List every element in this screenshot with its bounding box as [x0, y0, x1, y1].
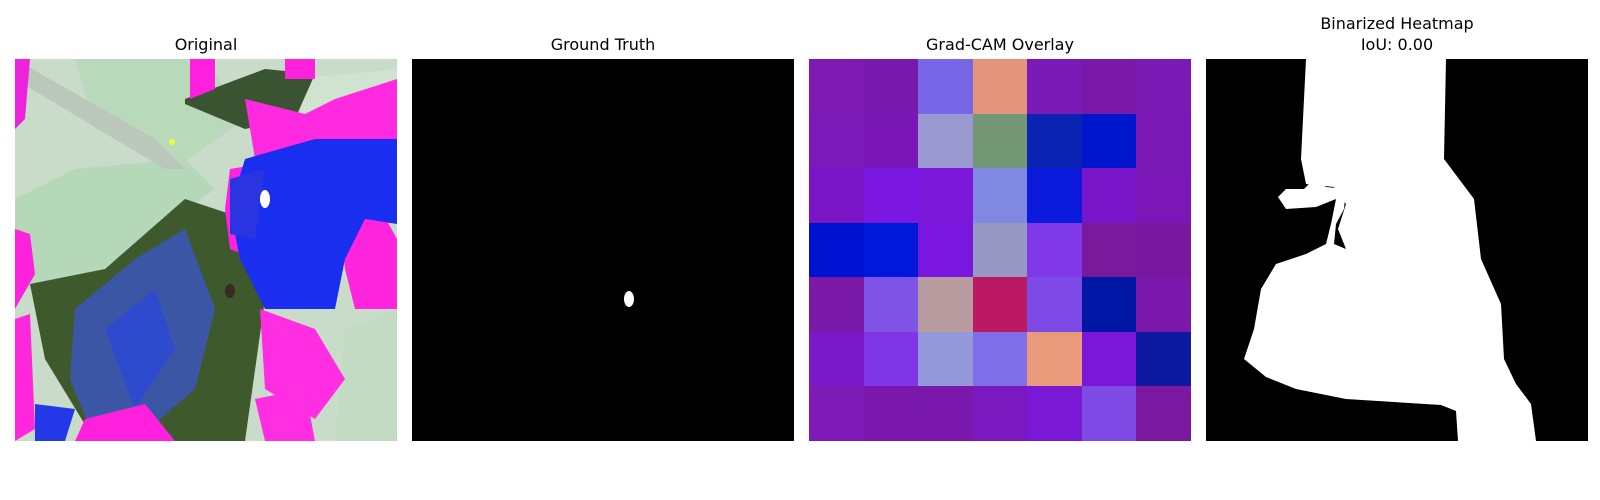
iou-label: IoU: 0.00: [1360, 35, 1434, 54]
gradcam-cell: [918, 331, 974, 387]
original-image: [15, 59, 397, 441]
gradcam-cell: [918, 113, 974, 169]
gradcam-cell: [863, 331, 919, 387]
binarized-title-line1: Binarized Heatmap: [1320, 14, 1474, 33]
gradcam-cell: [863, 277, 919, 333]
gradcam-cell: [1081, 222, 1137, 278]
gradcam-cell: [809, 113, 865, 169]
gradcam-cell: [1136, 113, 1191, 169]
gradcam-cell: [863, 59, 919, 115]
gradcam-cell: [809, 168, 865, 224]
gradcam-cell: [1136, 222, 1191, 278]
gradcam-cell: [1081, 113, 1137, 169]
gradcam-cell: [809, 277, 865, 333]
gradcam-cell: [1081, 331, 1137, 387]
gradcam-cell: [918, 222, 974, 278]
gradcam-cell: [1081, 386, 1137, 441]
gradcam-cell: [863, 386, 919, 441]
gradcam-cell: [1027, 386, 1083, 441]
gradcam-cell: [918, 168, 974, 224]
gradcam-cell: [972, 386, 1028, 441]
gradcam-cell: [1027, 222, 1083, 278]
gradcam-cell: [809, 331, 865, 387]
gradcam-cell: [972, 168, 1028, 224]
gradcam-cell: [1081, 168, 1137, 224]
gradcam-cell: [1027, 168, 1083, 224]
gradcam-cell: [972, 277, 1028, 333]
gradcam-cell: [863, 168, 919, 224]
gradcam-cell: [972, 222, 1028, 278]
gradcam-title: Grad-CAM Overlay: [926, 35, 1074, 54]
gradcam-cell: [918, 59, 974, 115]
gradcam-cell: [972, 113, 1028, 169]
gradcam-cell: [863, 222, 919, 278]
gradcam-cell: [1027, 331, 1083, 387]
gradcam-cell: [1136, 386, 1191, 441]
ground-truth-title: Ground Truth: [550, 35, 656, 54]
gradcam-cell: [1027, 113, 1083, 169]
ground-truth-spot: [624, 291, 634, 307]
gradcam-cell: [972, 331, 1028, 387]
ground-truth-mask: [412, 59, 794, 441]
binarized-heatmap: [1206, 59, 1588, 441]
gradcam-cell: [809, 222, 865, 278]
gradcam-cell: [972, 59, 1028, 115]
original-title: Original: [174, 35, 238, 54]
gradcam-cell: [863, 113, 919, 169]
gradcam-cell: [918, 277, 974, 333]
gradcam-cell: [918, 386, 974, 441]
gradcam-cell: [809, 386, 865, 441]
binarized-region: [1244, 59, 1536, 441]
gradcam-cell: [1027, 59, 1083, 115]
gradcam-cell: [1136, 168, 1191, 224]
gradcam-cell: [1136, 59, 1191, 115]
gradcam-cell: [1081, 59, 1137, 115]
binarized-title: Binarized Heatmap IoU: 0.00: [1206, 13, 1588, 55]
gradcam-overlay: [809, 59, 1191, 441]
gradcam-cell: [1136, 277, 1191, 333]
gradcam-cell: [1136, 331, 1191, 387]
gradcam-cell: [809, 59, 865, 115]
gradcam-grid: [809, 59, 1191, 441]
gradcam-cell: [1027, 277, 1083, 333]
gradcam-cell: [1081, 277, 1137, 333]
